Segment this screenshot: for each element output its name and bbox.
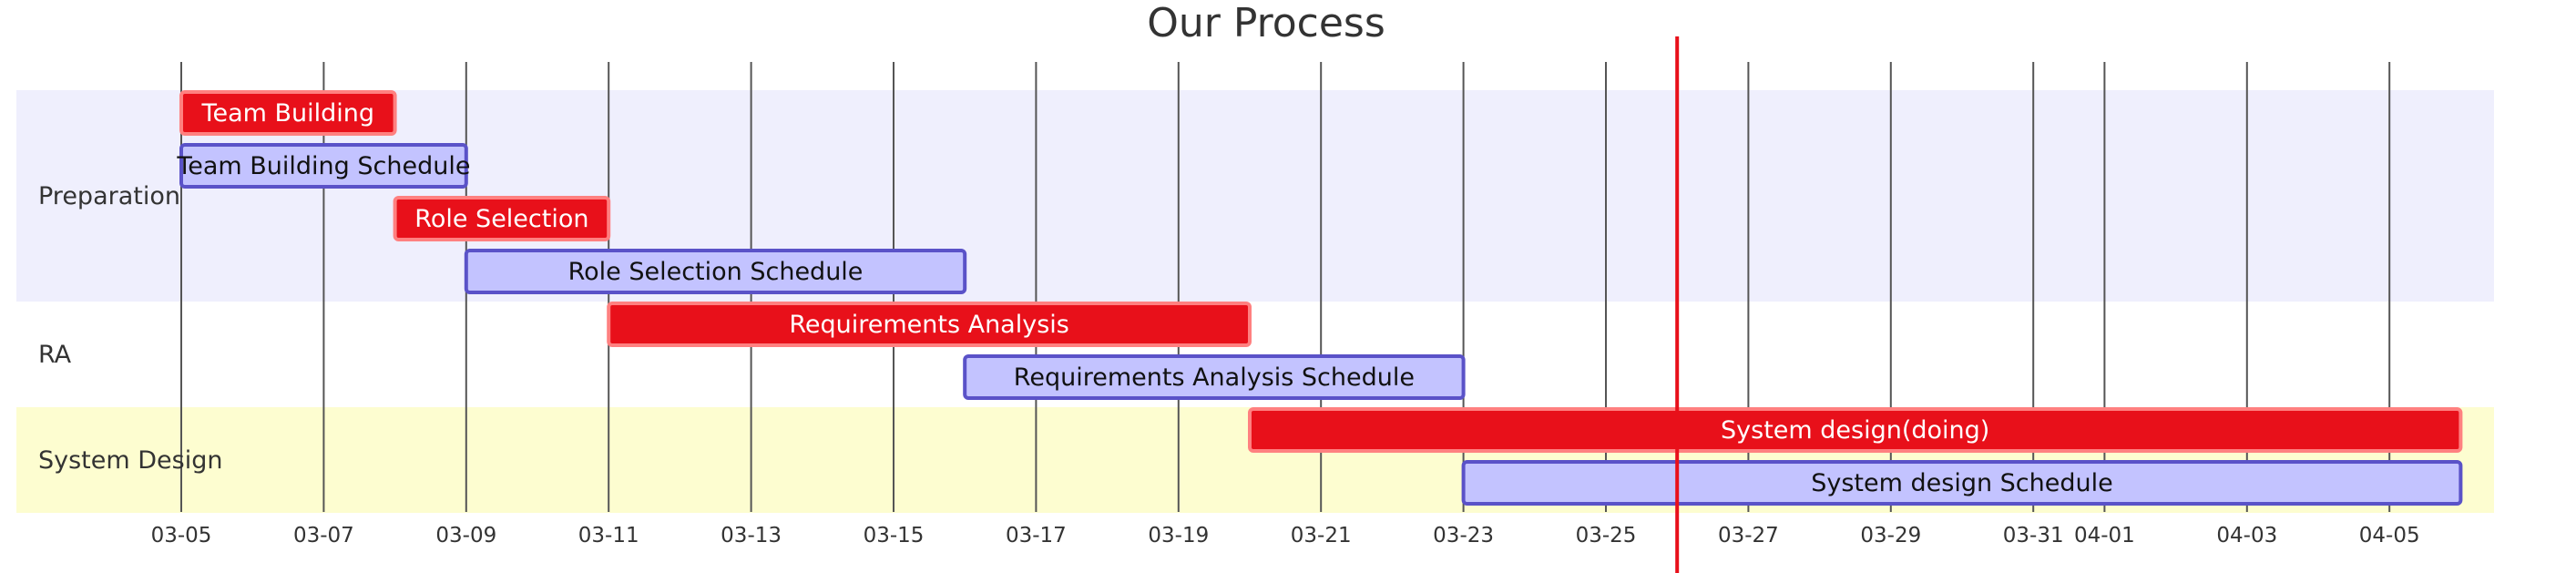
x-tick-label: 03-17	[1006, 524, 1067, 547]
task-bar-rect	[179, 143, 468, 189]
task-bar-rect	[393, 196, 611, 241]
task-bar-label: Role Selection Schedule	[568, 258, 864, 286]
task-bar: Team Building Schedule	[176, 143, 470, 189]
x-tick-label: 04-03	[2216, 524, 2277, 547]
x-tick-label: 04-05	[2359, 524, 2420, 547]
x-tick-label: 03-09	[435, 524, 496, 547]
task-bar-rect	[607, 302, 1252, 347]
task-bar-rect	[963, 354, 1466, 400]
task-bar: Team Building	[179, 90, 397, 136]
task-bar: System design Schedule	[1461, 460, 2463, 506]
x-tick-label: 03-27	[1718, 524, 1779, 547]
x-tick-label: 04-01	[2074, 524, 2135, 547]
x-axis-ticks: 03-05 03-07 03-09 03-11 03-13 03-15 03-17 03-19…	[151, 524, 2420, 547]
task-bars: Team Building Team Building Schedule Role …	[176, 90, 2463, 506]
task-bar-rect	[1248, 407, 2463, 453]
x-tick-label: 03-15	[864, 524, 925, 547]
x-tick-label: 03-05	[151, 524, 212, 547]
task-bar: Requirements Analysis Schedule	[963, 354, 1466, 400]
task-bar-label: Role Selection	[414, 205, 588, 233]
x-tick-label: 03-29	[1860, 524, 1921, 547]
x-tick-label: 03-19	[1148, 524, 1209, 547]
x-tick-label: 03-13	[721, 524, 782, 547]
task-bar-rect	[1461, 460, 2463, 506]
section-label: Preparation	[38, 182, 180, 210]
x-tick-label: 03-11	[578, 524, 639, 547]
task-bar: Role Selection	[393, 196, 611, 241]
task-bar: Requirements Analysis	[607, 302, 1252, 347]
task-bar-label: Team Building Schedule	[176, 152, 470, 180]
chart-title: Our Process	[1147, 0, 1385, 46]
task-bar-label: System design Schedule	[1811, 469, 2113, 497]
task-bar-label: Team Building	[201, 99, 374, 128]
x-tick-label: 03-21	[1291, 524, 1352, 547]
x-tick-label: 03-07	[293, 524, 354, 547]
x-tick-label: 03-25	[1576, 524, 1637, 547]
task-bar-rect	[179, 90, 397, 136]
task-bar: System design(doing)	[1248, 407, 2463, 453]
x-tick-label: 03-23	[1433, 524, 1494, 547]
task-bar-label: Requirements Analysis	[789, 311, 1069, 339]
task-bar: Role Selection Schedule	[464, 249, 967, 294]
task-bar-label: Requirements Analysis Schedule	[1014, 363, 1415, 392]
section-label: System Design	[38, 446, 223, 475]
section-label: RA	[38, 341, 72, 369]
task-bar-rect	[464, 249, 967, 294]
task-bar-label: System design(doing)	[1721, 416, 1989, 445]
section-labels: Preparation RA System Design	[38, 182, 223, 475]
x-tick-label: 03-31	[2003, 524, 2064, 547]
